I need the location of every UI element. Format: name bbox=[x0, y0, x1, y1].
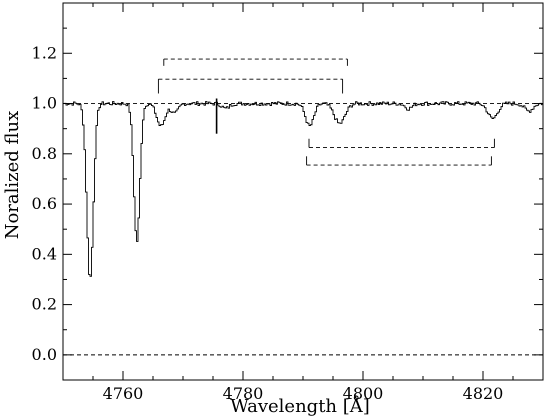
y-axis-title: Noralized flux bbox=[2, 111, 23, 240]
y-tick-label: 0.4 bbox=[32, 244, 57, 263]
bracket bbox=[157, 78, 344, 94]
y-tick-label: 0.6 bbox=[32, 194, 57, 213]
y-tick-label: 0.0 bbox=[32, 345, 57, 364]
bracket bbox=[306, 156, 492, 166]
y-tick-label: 0.2 bbox=[32, 295, 57, 314]
y-tick-label: 1.0 bbox=[32, 94, 57, 113]
y-tick-label: 0.8 bbox=[32, 144, 57, 163]
y-tick-label: 1.2 bbox=[32, 43, 57, 62]
line-markers bbox=[157, 58, 495, 166]
x-tick-label: 4760 bbox=[103, 384, 144, 403]
bracket bbox=[163, 58, 348, 66]
x-axis-title: Wavelength [Å] bbox=[230, 395, 370, 417]
bracket bbox=[308, 138, 495, 148]
x-tick-label: 4780 bbox=[223, 384, 264, 403]
x-tick-label: 4800 bbox=[343, 384, 384, 403]
series bbox=[63, 101, 544, 277]
axes: 4760 4780 4800 4820 0.0 0.2 0.4 0.6 0.8 1.0 1.2 bbox=[32, 2, 544, 403]
x-tick-label: 4820 bbox=[463, 384, 504, 403]
reference-lines bbox=[63, 103, 543, 356]
spectrum-line bbox=[63, 101, 544, 277]
plot-frame bbox=[62, 2, 544, 381]
